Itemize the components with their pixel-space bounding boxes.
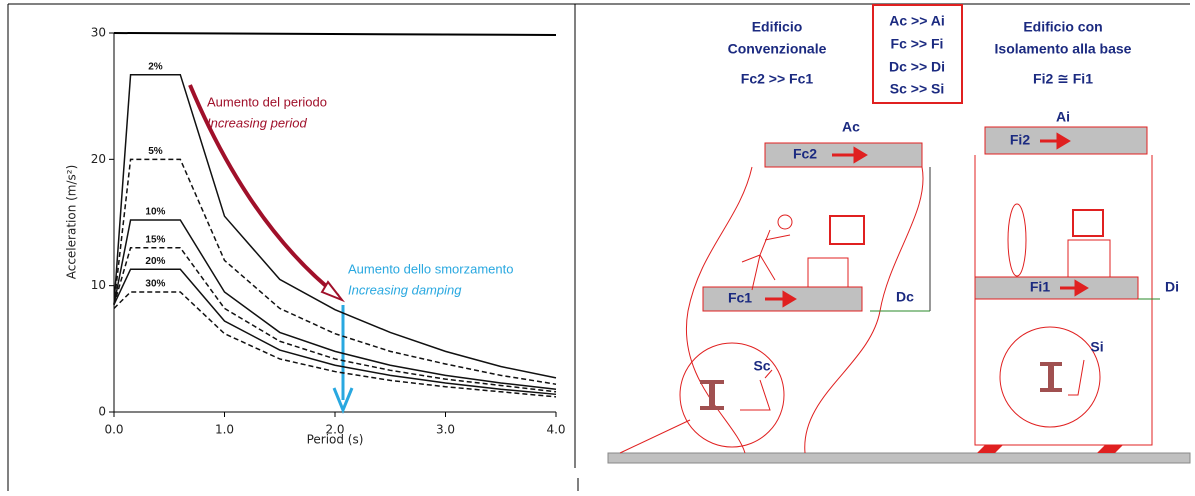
series-label: 30% [145,279,165,290]
wall [685,166,753,454]
comparison: Dc >> Di [889,59,945,75]
series-line [113,73,557,379]
comparison-box [872,4,963,104]
y-tick-label: 0 [98,405,106,419]
console [1067,239,1111,278]
x-tick-label: 1.0 [215,423,234,437]
x-label: Period (s) [307,433,364,447]
label: Fc2 [793,146,817,162]
strain [740,369,773,411]
x-tick-label: 0.0 [104,423,123,437]
comparison: Ac >> Ai [889,13,945,29]
series-line [113,219,557,391]
beam-section [1040,362,1062,392]
label: Fc1 [728,290,752,306]
leader [619,419,691,454]
label: Ac [842,119,860,135]
label: Ai [1056,109,1070,125]
series-line [113,247,557,393]
computer [829,215,865,245]
period-arrow [188,84,340,298]
wall [974,155,1153,446]
comparison: Fc >> Fi [891,36,944,52]
header: Convenzionale [728,41,827,57]
annotation: Increasing damping [348,282,462,297]
damping-arrowhead [332,387,354,414]
header: Edificio con [1023,19,1102,35]
x-tick-label: 2.0 [325,423,344,437]
detail-circle [999,326,1101,428]
frame [7,3,1190,491]
top-border [113,32,557,36]
comparison: Sc >> Si [890,81,944,97]
series-line [113,268,557,396]
series-line [113,158,557,385]
series-label: 5% [148,146,163,157]
series-label: 2% [148,61,163,72]
y-tick-label: 10 [91,278,106,292]
header: Edificio [752,19,803,35]
relation: Fi2 ≅ Fi1 [1033,71,1093,87]
standing-person [1007,203,1027,277]
spectrum-chart: Period (s) Acceleration (m/s²) Aumento d… [65,26,566,447]
y-tick-label: 30 [91,26,106,40]
relation: Fc2 >> Fc1 [741,71,814,87]
series-line [113,291,557,398]
annotation: Aumento dello smorzamento [348,261,513,276]
series-label: 15% [145,234,165,245]
detail-circle [679,342,785,448]
x-tick-label: 4.0 [546,423,565,437]
ground [607,452,1191,464]
slab [974,276,1139,300]
computer [1072,209,1104,237]
force-arrow [1040,132,1071,150]
falling-person [741,229,791,291]
series-label: 20% [145,256,165,267]
beam-section [700,380,724,410]
y-label: Acceleration (m/s²) [65,165,79,280]
y-tick-label: 20 [91,152,106,166]
x-tick-label: 3.0 [436,423,455,437]
period-arrowhead [320,280,346,303]
force-arrow [765,290,797,308]
table [807,257,849,288]
label: Sc [753,358,770,374]
isolator [977,445,1123,453]
header: Isolamento alla base [995,41,1132,57]
label: Di [1165,279,1179,295]
isolation-diagram: Edificio Convenzionale Fc2 >> Fc1 Ac >> … [607,4,1191,464]
label: Si [1090,339,1103,355]
annotation: Increasing period [207,115,307,130]
series-label: 10% [145,207,165,218]
label: Dc [896,289,914,305]
strain [1068,359,1085,396]
force-arrow [1060,279,1089,297]
annotation: Aumento del periodo [207,94,327,109]
head [777,214,793,230]
label: Fi2 [1010,132,1030,148]
force-arrow [832,146,868,164]
label: Fi1 [1030,279,1050,295]
